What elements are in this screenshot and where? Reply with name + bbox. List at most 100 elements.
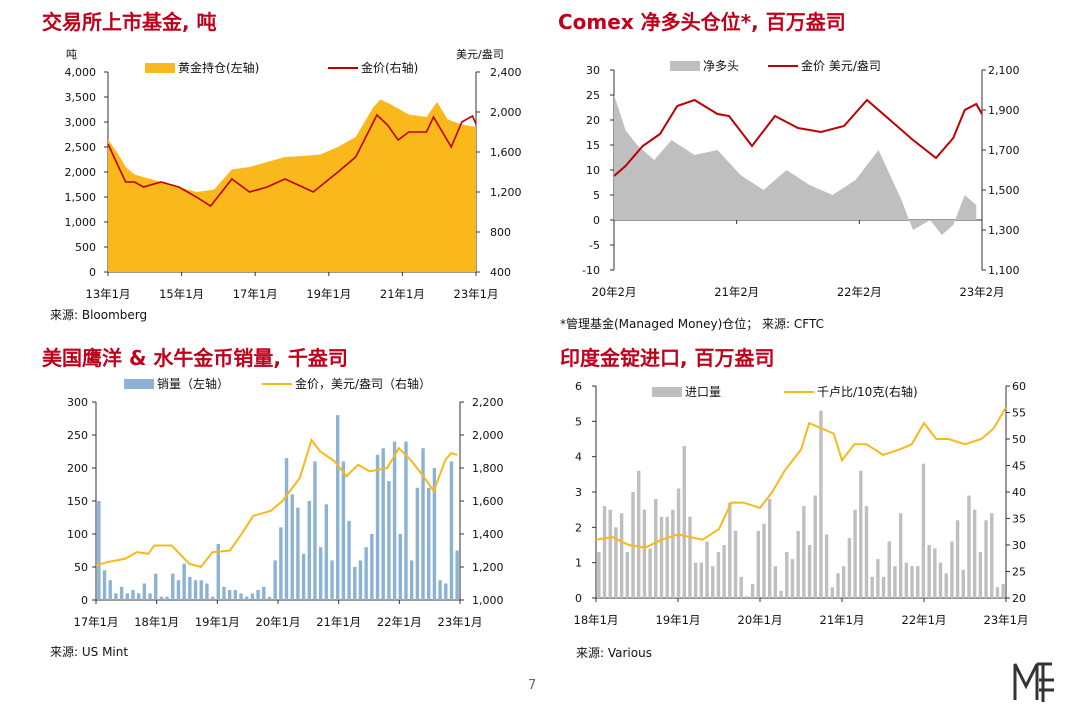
y-tick-label-right: 1,600 bbox=[472, 495, 504, 508]
bar bbox=[938, 562, 943, 598]
bar bbox=[705, 541, 709, 598]
x-tick-label: 19年1月 bbox=[656, 613, 701, 627]
x-tick-label: 22年1月 bbox=[902, 613, 947, 627]
y-tick-label-left: 0 bbox=[593, 214, 600, 227]
x-tick-label: 19年1月 bbox=[306, 287, 351, 301]
y-tick-label-right: 1,900 bbox=[988, 104, 1020, 117]
y-tick-label-right: 800 bbox=[490, 226, 511, 239]
us-mint-coin-sales-panel: 美国鹰洋 & 水牛金币销量, 千盎司 0 50 100 150 200 250 300 1,0… bbox=[0, 340, 540, 670]
bar bbox=[125, 593, 129, 600]
bar bbox=[427, 487, 431, 600]
bar bbox=[876, 559, 880, 598]
bar bbox=[802, 506, 806, 598]
x-tick-label: 22年2月 bbox=[837, 285, 882, 299]
y-tick-label-left: 2 bbox=[575, 521, 582, 534]
series-area bbox=[614, 95, 977, 235]
bar bbox=[955, 520, 960, 598]
bar bbox=[813, 495, 817, 598]
y-tick-label-left: 1,500 bbox=[65, 191, 97, 204]
y-tick-label-right: 1,700 bbox=[988, 144, 1020, 157]
bar bbox=[619, 513, 624, 598]
bar bbox=[358, 560, 363, 600]
bar bbox=[387, 481, 391, 600]
bar bbox=[625, 552, 630, 598]
y-tick-label-left: 250 bbox=[67, 429, 88, 442]
bar bbox=[830, 587, 835, 598]
us-mint-coin-sales-chart: 0 50 100 150 200 250 300 1,000 1,200 1,400 1,600 1,… bbox=[67, 376, 504, 629]
bar bbox=[1001, 583, 1005, 598]
bar bbox=[199, 580, 203, 600]
bar bbox=[313, 461, 317, 600]
bar bbox=[330, 560, 334, 600]
bar bbox=[933, 548, 937, 598]
bar bbox=[409, 560, 414, 600]
bar bbox=[733, 530, 738, 598]
x-tick-label: 21年1月 bbox=[820, 613, 865, 627]
x-tick-label: 23年1月 bbox=[438, 615, 483, 629]
bar bbox=[972, 509, 977, 598]
y-tick-label-right: 35 bbox=[1012, 513, 1026, 526]
y-tick-label-right: 1,300 bbox=[988, 224, 1020, 237]
bar bbox=[898, 513, 903, 598]
bar bbox=[699, 562, 704, 598]
y-tick-label-right: 2,100 bbox=[988, 64, 1020, 77]
y-tick-label-right: 20 bbox=[1012, 592, 1026, 605]
bar bbox=[364, 547, 368, 600]
bar bbox=[648, 548, 652, 598]
bar bbox=[796, 530, 800, 598]
bar bbox=[893, 566, 897, 598]
bar bbox=[324, 504, 329, 600]
y-tick-label-right: 40 bbox=[1012, 486, 1026, 499]
x-tick-label: 17年1月 bbox=[233, 287, 278, 301]
bar bbox=[142, 583, 147, 600]
etf-holdings-chart: 0 500 1,000 1,500 2,000 2,500 3,000 3,500 4,000 4… bbox=[65, 47, 522, 301]
bar bbox=[176, 580, 181, 600]
bar bbox=[290, 494, 294, 600]
y-tick-label-right: 55 bbox=[1012, 407, 1026, 420]
bar bbox=[392, 441, 397, 600]
y-tick-label-left: 2,000 bbox=[65, 166, 97, 179]
bar bbox=[688, 516, 692, 598]
y-tick-label-right: 1,000 bbox=[472, 594, 504, 607]
india-gold-imports-panel: 印度金锭进口, 百万盎司 0 1 2 3 4 5 6 20 25 30 35 40 45 50 55 60 18… bbox=[540, 340, 1080, 670]
bar bbox=[659, 516, 664, 598]
bar bbox=[114, 593, 118, 600]
bar bbox=[273, 560, 277, 600]
bar bbox=[887, 541, 891, 598]
y-tick-label-right: 1,100 bbox=[988, 264, 1020, 277]
bar bbox=[353, 567, 357, 600]
bar bbox=[921, 463, 926, 598]
bar bbox=[398, 534, 402, 600]
bar bbox=[171, 573, 175, 600]
bar bbox=[614, 527, 618, 598]
x-tick-label: 13年1月 bbox=[86, 287, 131, 301]
bar bbox=[279, 527, 283, 600]
y-tick-label-right: 2,000 bbox=[472, 429, 504, 442]
y-tick-label-left: -10 bbox=[582, 264, 600, 277]
bar bbox=[819, 410, 823, 598]
series-line bbox=[613, 98, 983, 177]
x-tick-label: 23年1月 bbox=[454, 287, 499, 301]
comex-net-long-chart: -10 -5 0 5 10 15 20 25 30 1,100 1,300 1,500 1,700 1,9… bbox=[582, 58, 1020, 299]
bar bbox=[790, 559, 795, 598]
bar bbox=[824, 534, 829, 598]
bar bbox=[250, 593, 255, 600]
y-tick-label-right: 50 bbox=[1012, 433, 1026, 446]
y-tick-label-right: 60 bbox=[1012, 380, 1026, 393]
comex-net-long-panel: Comex 净多头仓位*, 百万盎司 -10 -5 0 5 10 15 20 25 30 1,10… bbox=[540, 0, 1080, 331]
bar bbox=[762, 523, 766, 598]
bar bbox=[193, 580, 198, 600]
y-tick-label-left: 3,000 bbox=[65, 116, 97, 129]
series-line bbox=[107, 113, 477, 208]
y-tick-label-left: 3,500 bbox=[65, 91, 97, 104]
bar bbox=[916, 566, 920, 598]
bar bbox=[136, 593, 141, 600]
legend-label: 金价 美元/盎司 bbox=[801, 58, 881, 73]
x-tick-label: 18年1月 bbox=[134, 615, 179, 629]
bar bbox=[995, 587, 1000, 598]
y-tick-label-left: 4 bbox=[575, 451, 582, 464]
y-tick-label-right: 1,800 bbox=[472, 462, 504, 475]
bar bbox=[296, 507, 300, 600]
etf-holdings-panel: 交易所上市基金, 吨 0 500 1,000 1,500 2,000 2,500 3,000… bbox=[0, 0, 540, 330]
y-tick-label-left: 0 bbox=[575, 592, 582, 605]
